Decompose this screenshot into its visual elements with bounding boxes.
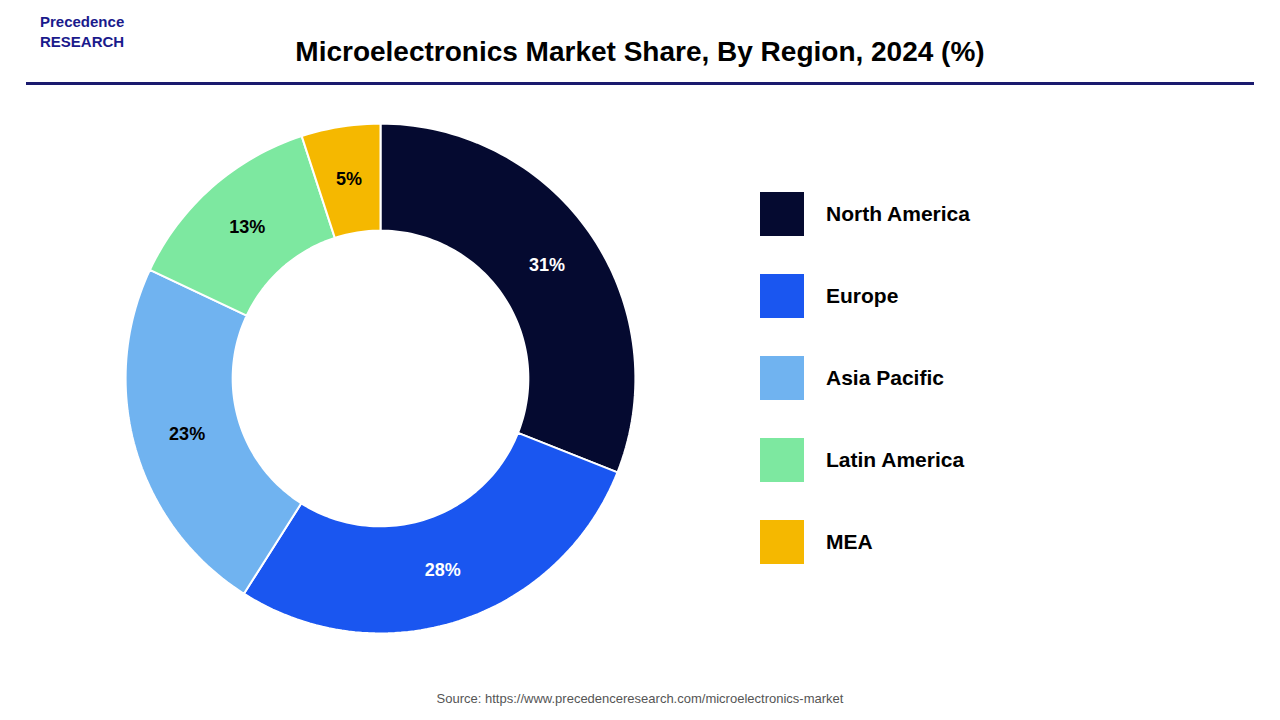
svg-text:31%: 31% [529,255,565,275]
svg-text:13%: 13% [229,217,265,237]
html-text:Precedence RESEARCH: Precedence RESEARCH [40,13,125,50]
html-text:Europe: Europe [826,284,899,307]
html-text:Asia Pacific: Asia Pacific [826,366,944,389]
svg-text:5%: 5% [336,169,362,189]
svg-text:23%: 23% [169,424,205,444]
svg-text:28%: 28% [425,560,461,580]
html-text:North America: North America [826,202,970,225]
html-text:Microelectronics Market Share,: Microelectronics Market Share, By Region… [295,36,985,67]
html-text:MEA: MEA [826,530,873,553]
html-text:Source: https://www.precedence: Source: https://www.precedenceresearch.c… [436,691,844,706]
html-text:Latin America: Latin America [826,448,965,471]
